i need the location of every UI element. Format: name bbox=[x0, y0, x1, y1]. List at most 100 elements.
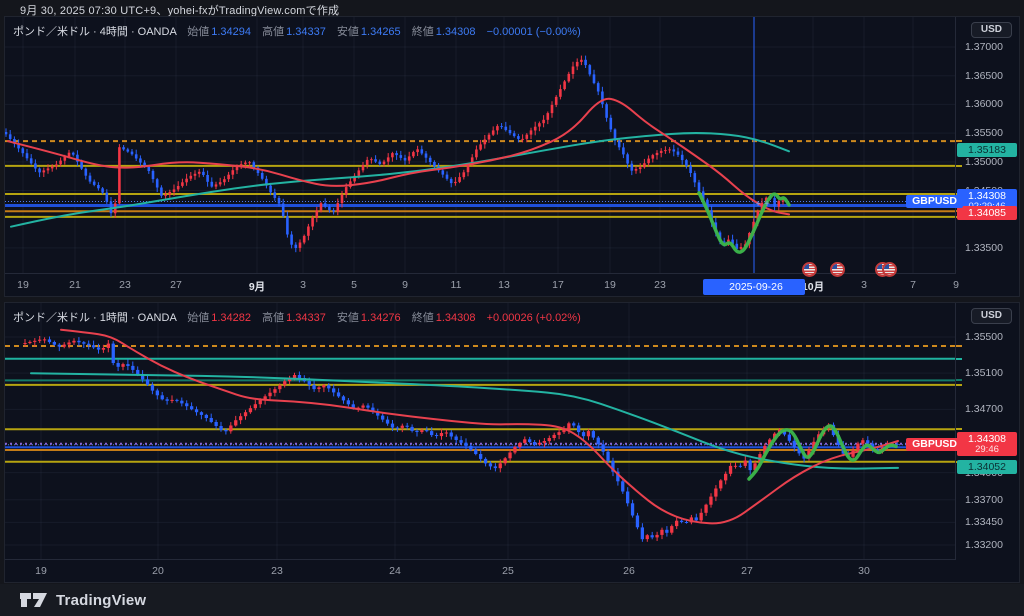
line-axis-mark bbox=[956, 383, 962, 386]
time-tick-label: 3 bbox=[861, 279, 867, 291]
time-tick-label: 23 bbox=[654, 279, 666, 291]
snapshot-attribution: 9月 30, 2025 07:30 UTC+9、yohei-fxがTrading… bbox=[20, 5, 340, 17]
price-tick-label: 1.35100 bbox=[965, 367, 1003, 380]
chart-panel-1h: ポンド／米ドル · 1時間 · OANDA 始値 1.34282 高値 1.3433… bbox=[4, 302, 1020, 583]
time-tick-label: 30 bbox=[858, 565, 870, 577]
time-tick-label: 21 bbox=[69, 279, 81, 291]
price-axis-4h[interactable]: 1.370001.365001.360001.355001.350001.345… bbox=[955, 17, 1019, 274]
close-label: 終値 bbox=[411, 312, 434, 324]
ma-red bbox=[60, 328, 899, 525]
open-label: 始値 bbox=[187, 26, 210, 38]
time-tick-label: 10月 bbox=[801, 281, 825, 293]
price-tick-label: 1.35500 bbox=[965, 127, 1003, 140]
change-value: −0.00001 (−0.00%) bbox=[486, 26, 581, 38]
time-tick-label: 19 bbox=[35, 565, 47, 577]
time-tick-label: 27 bbox=[741, 565, 753, 577]
open-value: 1.34282 bbox=[211, 312, 252, 324]
line-axis-mark bbox=[956, 140, 962, 143]
tradingview-logo-text: TradingView bbox=[56, 591, 147, 609]
low-label: 安値 bbox=[336, 312, 359, 324]
ticker-price-tag: GBPUSD bbox=[906, 194, 963, 208]
time-tick-label: 19 bbox=[17, 279, 29, 291]
low-label: 安値 bbox=[336, 26, 359, 38]
low-value: 1.34265 bbox=[360, 26, 401, 38]
high-label: 高値 bbox=[262, 26, 285, 38]
vline-date-label[interactable]: 2025-09-26 (金)18:00 bbox=[703, 279, 805, 295]
us-flag-event-icon[interactable] bbox=[830, 262, 845, 277]
ticker-price-tag: GBPUSD bbox=[906, 437, 963, 451]
time-tick-label: 13 bbox=[498, 279, 510, 291]
line-axis-mark bbox=[956, 428, 962, 431]
time-tick-label: 23 bbox=[119, 279, 131, 291]
order-plus-marker: + bbox=[764, 199, 770, 210]
chart-canvas-4h[interactable]: + + bbox=[5, 17, 957, 276]
time-tick-label: 27 bbox=[170, 279, 182, 291]
vline-date: 2025-09-26 (金) bbox=[729, 281, 783, 293]
price-tick-label: 1.36500 bbox=[965, 69, 1003, 82]
chart-legend-1h: ポンド／米ドル · 1時間 · OANDA 始値 1.34282 高値 1.3433… bbox=[13, 309, 581, 325]
chart-canvas-1h[interactable] bbox=[5, 303, 957, 562]
price-axis-1h[interactable]: 1.355001.351001.347001.340001.337001.334… bbox=[955, 303, 1019, 560]
time-tick-label: 3 bbox=[300, 279, 306, 291]
currency-button[interactable]: USD bbox=[970, 308, 1012, 324]
ma-teal bbox=[30, 372, 899, 470]
price-tick-label: 1.33700 bbox=[965, 493, 1003, 506]
time-tick-label: 25 bbox=[502, 565, 514, 577]
close-value: 1.34308 bbox=[435, 26, 476, 38]
us-flag-event-icon[interactable] bbox=[802, 262, 817, 277]
price-tick-label: 1.33450 bbox=[965, 516, 1003, 529]
high-value: 1.34337 bbox=[286, 26, 326, 38]
price-tick-label: 1.34700 bbox=[965, 403, 1003, 416]
time-tick-label: 19 bbox=[604, 279, 616, 291]
time-tick-label: 26 bbox=[623, 565, 635, 577]
change-value: +0.00026 (+0.02%) bbox=[486, 312, 581, 324]
open-value: 1.34294 bbox=[211, 26, 252, 38]
time-axis-4h[interactable]: 19 21 23 27 9月 3 5 9 11 13 17 19 23 10月 3 7 9 bbox=[5, 273, 1019, 296]
price-tick-label: 1.33200 bbox=[965, 538, 1003, 551]
price-label: 1.34085 bbox=[957, 206, 1017, 221]
time-tick-label: 24 bbox=[389, 565, 401, 577]
open-label: 始値 bbox=[187, 312, 210, 324]
price-tick-label: 1.36000 bbox=[965, 98, 1003, 111]
zigzag-line bbox=[747, 424, 898, 481]
chart-legend-4h: ポンド／米ドル · 4時間 · OANDA 始値 1.34294 高値 1.3433… bbox=[13, 23, 581, 39]
line-axis-mark bbox=[956, 345, 962, 348]
close-value: 1.34308 bbox=[435, 312, 476, 324]
symbol-title[interactable]: ポンド／米ドル · 1時間 · OANDA bbox=[13, 312, 177, 324]
price-tick-label: 1.33500 bbox=[965, 241, 1003, 254]
high-label: 高値 bbox=[262, 312, 285, 324]
low-value: 1.34276 bbox=[360, 312, 401, 324]
time-tick-label: 23 bbox=[271, 565, 283, 577]
tradingview-logo[interactable]: TradingView bbox=[20, 591, 146, 609]
symbol-title[interactable]: ポンド／米ドル · 4時間 · OANDA bbox=[13, 26, 177, 38]
ma-teal bbox=[10, 132, 790, 228]
ma-red bbox=[7, 97, 790, 216]
tradingview-logo-icon bbox=[20, 593, 47, 607]
us-flag-event-icon[interactable] bbox=[882, 262, 897, 277]
price-label: 1.34308 29:46 bbox=[957, 431, 1017, 456]
time-tick-label: 9月 bbox=[248, 281, 266, 293]
time-tick-label: 9 bbox=[402, 279, 408, 291]
price-label: 1.35183 bbox=[957, 143, 1017, 158]
time-tick-label: 7 bbox=[910, 279, 916, 291]
close-label: 終値 bbox=[411, 26, 434, 38]
zigzag-line bbox=[697, 191, 791, 254]
line-axis-mark bbox=[956, 379, 962, 382]
time-tick-label: 17 bbox=[552, 279, 564, 291]
chart-panel-4h: + + ポンド／米ドル · 4時間 · OANDA 始値 1.34294 高値 1.3… bbox=[4, 16, 1020, 297]
time-tick-label: 20 bbox=[152, 565, 164, 577]
price-tick-label: 1.35000 bbox=[965, 155, 1003, 168]
line-axis-mark bbox=[956, 357, 962, 360]
price-label: 1.34052 bbox=[957, 459, 1017, 474]
price-tick-label: 1.35500 bbox=[965, 331, 1003, 343]
currency-button[interactable]: USD bbox=[970, 22, 1012, 38]
high-value: 1.34337 bbox=[286, 312, 326, 324]
line-axis-mark bbox=[956, 164, 962, 167]
time-axis-1h[interactable]: 19 20 23 24 25 26 27 30 bbox=[5, 559, 1019, 582]
order-plus-marker: + bbox=[755, 199, 761, 210]
time-tick-label: 5 bbox=[351, 279, 357, 291]
footer-bar: TradingView bbox=[0, 584, 1024, 616]
time-tick-label: 9 bbox=[953, 279, 959, 291]
time-tick-label: 11 bbox=[450, 279, 462, 291]
